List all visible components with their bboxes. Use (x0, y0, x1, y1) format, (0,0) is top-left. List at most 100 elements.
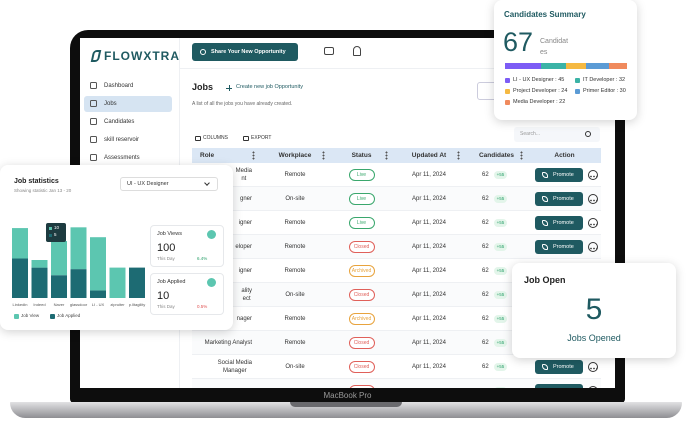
nav-icon (90, 118, 97, 125)
share-label: Share Your New Opportunity (211, 49, 286, 55)
bar-segment (70, 269, 87, 298)
nav-item[interactable]: Assessments (84, 150, 172, 166)
candidates-count: 62 (482, 244, 489, 250)
promote-button[interactable]: Promote (535, 192, 583, 206)
nav-item[interactable]: Candidates (84, 114, 172, 130)
x-tick-label: zipruiter (110, 302, 125, 307)
role-cell: igner (238, 268, 252, 274)
table-header (192, 148, 601, 163)
stat-label: Job Views (157, 231, 182, 237)
header-divider (180, 68, 615, 69)
updated-cell: Apr 11, 2024 (412, 364, 446, 370)
workplace-cell: On-site (285, 364, 305, 370)
status-pill: Closed (348, 385, 375, 388)
more-button[interactable] (588, 218, 598, 228)
candidates-count: 62 (482, 196, 489, 202)
chart-tooltip: 10 5 (46, 223, 66, 242)
more-button[interactable] (588, 362, 598, 372)
bar-segment (31, 260, 48, 268)
menu-dots (252, 151, 255, 160)
status-pill: Archived (348, 265, 375, 277)
bar-segment (90, 237, 106, 291)
status-pill: Live (348, 217, 375, 229)
share-button[interactable]: Share Your New Opportunity (192, 43, 298, 61)
nav-label: skill reservoir (104, 137, 140, 143)
open-label: Jobs Opened (567, 333, 621, 343)
bar-segment (70, 227, 87, 270)
legend-label: Media Developer : 22 (513, 99, 566, 105)
toolbar-button[interactable]: EXPORT (251, 135, 272, 141)
updated-cell: Apr 11, 2024 (412, 172, 446, 178)
new-candidates-badge: +55 (494, 171, 507, 179)
nav-item[interactable]: Jobs (84, 96, 172, 112)
status-pill: Live (348, 169, 375, 181)
tooltip-value: 10 (54, 225, 60, 230)
bar-segment (109, 267, 126, 298)
bell-icon[interactable] (353, 46, 361, 56)
promote-button[interactable]: Promote (535, 360, 583, 374)
nav-item[interactable]: skill reservoir (84, 132, 172, 148)
legend-swatch (505, 100, 510, 105)
promote-icon (542, 172, 548, 178)
column-header: Action (554, 152, 575, 159)
toolbar-button[interactable]: COLUMNS (203, 135, 229, 141)
column-header: Candidates (478, 152, 515, 159)
tooltip-swatch (49, 234, 52, 237)
status-pill: Closed (348, 337, 375, 349)
summary-bar-segment (609, 63, 627, 69)
new-candidates-badge: +55 (494, 219, 507, 227)
workplace-cell: Remote (284, 268, 306, 274)
stat-value: 10 (157, 290, 170, 302)
new-candidates-badge: +55 (494, 339, 507, 347)
search-box[interactable]: Search... (514, 127, 600, 142)
column-header: Status (351, 152, 372, 159)
bar-segment (12, 228, 28, 259)
page-title: Jobs (192, 82, 214, 92)
dropdown-label: UI - UX Designer (127, 181, 169, 187)
role-cell: Media nt (235, 168, 252, 182)
nav-label: Jobs (104, 101, 117, 107)
x-tick-label: Naver (54, 302, 65, 307)
promote-button[interactable]: Promote (535, 240, 583, 254)
table-row (192, 187, 601, 211)
workplace-cell: Remote (284, 340, 306, 346)
toolbar-icon (243, 136, 249, 141)
updated-cell: Apr 11, 2024 (412, 268, 446, 274)
promote-button[interactable]: Promote (535, 216, 583, 230)
updated-cell: Apr 11, 2024 (412, 340, 446, 346)
nav-icon (90, 136, 97, 143)
legend-label: Job View (21, 313, 40, 318)
new-candidates-badge: +55 (494, 315, 507, 323)
promote-label: Promote (553, 196, 574, 202)
promote-label: Promote (553, 172, 574, 178)
more-button[interactable] (588, 242, 598, 252)
promote-label: Promote (553, 364, 574, 370)
promote-icon (542, 364, 548, 370)
role-dropdown[interactable]: UI - UX Designer (120, 177, 218, 191)
promote-icon (542, 244, 548, 250)
total-label: Candidates (540, 38, 569, 56)
workplace-cell: Remote (284, 316, 306, 322)
table-row (192, 211, 601, 235)
bar-chart: Linkedin Indeed Naver glassdoor LI - UX zipru… (12, 227, 145, 307)
nav-item[interactable]: Dashboard (84, 78, 172, 94)
promote-button[interactable]: Promote (535, 168, 583, 182)
job-statistics-card: Job statistics Showing statistic Jan 13 -… (0, 165, 233, 330)
x-tick-label: Linkedin (13, 302, 28, 307)
more-button[interactable] (588, 170, 598, 180)
new-candidates-badge: +55 (494, 267, 507, 275)
column-header: Workplace (278, 152, 312, 159)
more-button[interactable] (588, 194, 598, 204)
updated-cell: Apr 11, 2024 (412, 220, 446, 226)
search-icon (585, 131, 591, 137)
chat-icon[interactable] (324, 47, 334, 55)
stat-period: This Day (157, 256, 175, 261)
promote-button[interactable]: Promote (535, 384, 583, 388)
create-link[interactable]: Create new job Opportunity (236, 84, 303, 90)
stat-icon (207, 278, 216, 287)
nav-label: Assessments (104, 155, 140, 161)
stat-change: 6.4% (197, 256, 208, 261)
legend-swatch (575, 89, 580, 94)
table-row (192, 163, 601, 187)
